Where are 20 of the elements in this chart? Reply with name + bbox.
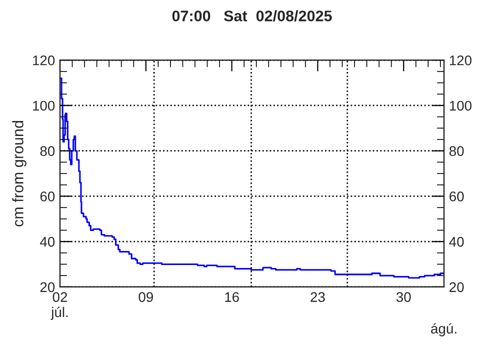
- y-tick-label: 40: [40, 236, 55, 247]
- y-tick-label: 100: [33, 100, 55, 111]
- y2-tick-label: 20: [450, 282, 464, 292]
- y2-tick-label: 120: [450, 55, 472, 66]
- y-tick-label: 80: [40, 146, 55, 156]
- chart-title: 07:00 Sat 02/08/2025: [172, 10, 332, 22]
- x-tick-label: 23: [310, 292, 325, 302]
- x-tick-label: 02 júl.: [50, 292, 68, 320]
- y2-tick-label: 60: [450, 192, 464, 202]
- x-tick-label: 09: [138, 292, 153, 302]
- y-tick-label: 60: [40, 192, 55, 202]
- y-tick-label: 20: [40, 282, 55, 292]
- y-tick-label: 120: [33, 55, 55, 66]
- y2-tick-label: 100: [450, 100, 472, 111]
- text: ágú.: [431, 323, 456, 336]
- y2-tick-label: 40: [449, 236, 464, 247]
- y-axis-title: cm from ground: [12, 121, 26, 226]
- y2-tick-label: 80: [449, 146, 464, 156]
- x-tick-label: 16: [225, 292, 239, 302]
- x-tick-label: 30: [396, 292, 411, 302]
